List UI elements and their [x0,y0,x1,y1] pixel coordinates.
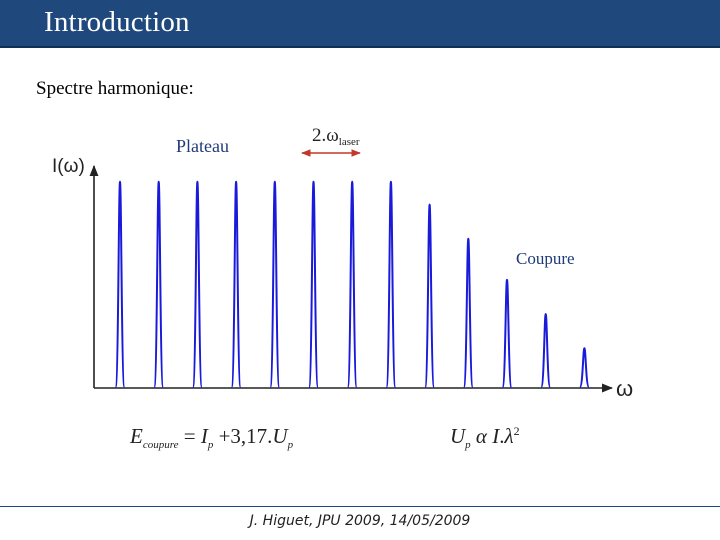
harmonic-peak [346,180,358,388]
eq-subscript: coupure [142,439,179,452]
harmonic-peak [114,180,126,388]
eq-superscript: 2 [513,424,520,438]
spacing-label: 2.ωlaser [312,125,360,148]
harmonic-peak [385,180,397,388]
eq-subscript: p [207,439,214,452]
eq-symbol: = [183,424,196,448]
eq-subscript: p [465,439,471,452]
harmonic-peak [501,278,513,388]
eq-symbol: U [272,424,288,448]
x-axis-label: ω [616,376,634,401]
header-accent-line [0,46,720,48]
eq-symbol: U [450,424,466,448]
harmonic-peak [308,180,319,388]
harmonic-peak [230,180,242,388]
footer-divider [0,506,720,507]
harmonic-peak [269,180,281,388]
spacing-label-main: 2.ω [312,125,339,146]
eq-subscript: p [287,439,294,452]
cutoff-label: Coupure [516,249,575,268]
ponderomotive-equation: Up α I.λ2 [450,424,520,451]
harmonic-peak [191,180,203,388]
cutoff-energy-equation: Ecoupure = Ip +3,17.Up [130,424,293,451]
harmonic-peak [462,237,474,388]
harmonic-peak [540,313,552,388]
harmonic-peak [153,180,165,388]
harmonic-peaks [114,180,590,388]
eq-symbol: +3,17. [218,424,273,448]
footer-citation: J. Higuet, JPU 2009, 14/05/2009 [249,513,471,529]
harmonic-peak [578,347,590,388]
slide-title: Introduction [44,6,190,38]
harmonic-peak [424,203,436,388]
eq-symbol: . [499,424,505,448]
eq-symbol: E [130,424,143,448]
eq-symbol: λ [504,424,514,448]
spacing-label-sub: laser [338,136,360,148]
eq-symbol: I [492,424,500,448]
section-subtitle: Spectre harmonique: [36,78,194,99]
y-axis-label: I(ω) [52,156,85,177]
eq-symbol: α [475,424,487,448]
header-bar [0,0,720,46]
plateau-label: Plateau [176,136,229,156]
eq-symbol: I [200,424,208,448]
